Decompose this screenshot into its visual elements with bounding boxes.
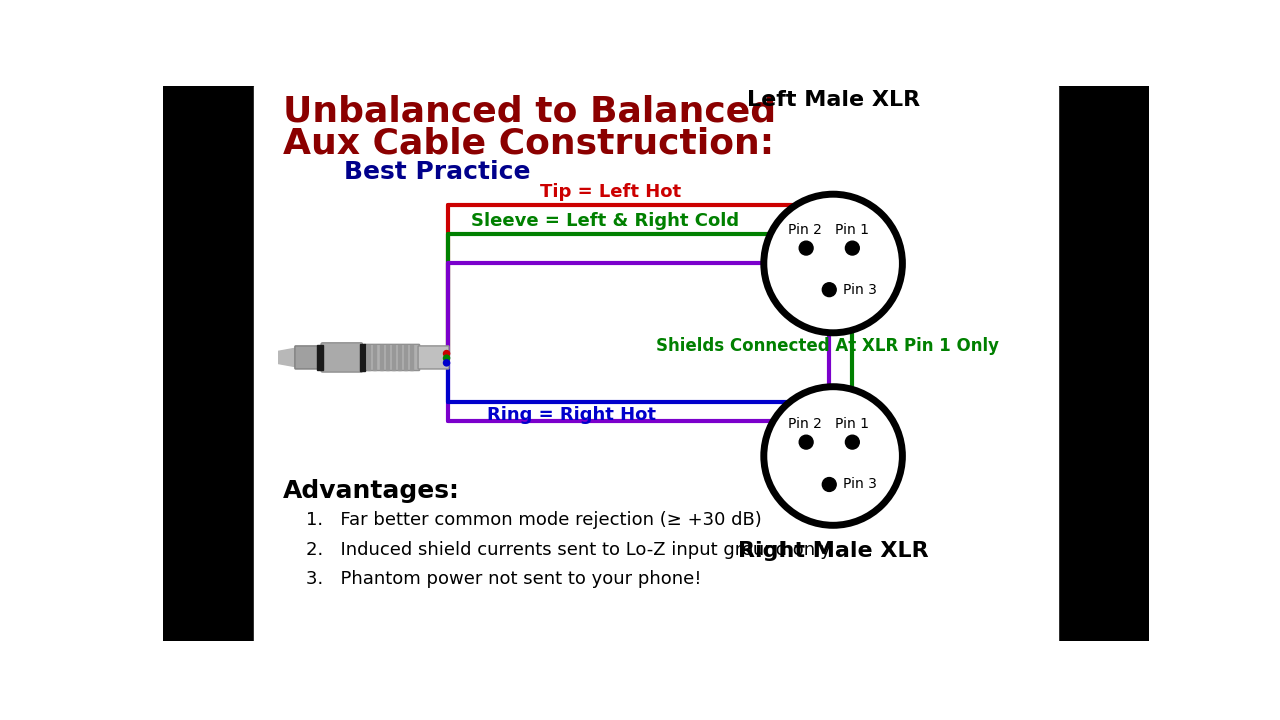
Text: Unbalanced to Balanced: Unbalanced to Balanced [283, 94, 776, 128]
Circle shape [799, 435, 813, 449]
Text: Advantages:: Advantages: [283, 479, 460, 503]
Bar [164, 86, 253, 641]
Polygon shape [279, 348, 296, 366]
Text: Pin 2: Pin 2 [787, 418, 822, 431]
Text: 1.   Far better common mode rejection (≥ +30 dB): 1. Far better common mode rejection (≥ +… [306, 511, 762, 529]
Text: Ring = Right Hot: Ring = Right Hot [486, 406, 655, 424]
Circle shape [443, 351, 449, 356]
Text: Left Male XLR: Left Male XLR [746, 90, 919, 110]
Circle shape [822, 283, 836, 297]
Text: Pin 1: Pin 1 [836, 223, 869, 238]
FancyBboxPatch shape [321, 343, 362, 372]
Circle shape [443, 360, 449, 366]
Bar [360, 344, 365, 371]
Circle shape [443, 355, 449, 361]
Bar [392, 345, 396, 370]
Circle shape [845, 241, 859, 255]
Bar [411, 345, 413, 370]
Text: Pin 1: Pin 1 [836, 418, 869, 431]
FancyBboxPatch shape [365, 344, 420, 371]
Bar [317, 345, 323, 370]
Circle shape [764, 387, 902, 526]
Bar [404, 345, 407, 370]
Text: Pin 2: Pin 2 [787, 223, 822, 238]
FancyBboxPatch shape [294, 346, 320, 369]
Text: Best Practice: Best Practice [344, 160, 531, 184]
Text: Aux Cable Construction:: Aux Cable Construction: [283, 127, 773, 161]
Text: Tip = Left Hot: Tip = Left Hot [540, 183, 682, 201]
Bar [385, 345, 389, 370]
Bar [380, 345, 383, 370]
Bar [374, 345, 376, 370]
Bar [367, 345, 370, 370]
Text: Right Male XLR: Right Male XLR [737, 541, 928, 561]
Text: 3.   Phantom power not sent to your phone!: 3. Phantom power not sent to your phone! [306, 570, 701, 588]
Text: Sleeve = Left & Right Cold: Sleeve = Left & Right Cold [471, 212, 740, 230]
Circle shape [845, 435, 859, 449]
Circle shape [799, 241, 813, 255]
Text: 2.   Induced shield currents sent to Lo-Z input ground only.: 2. Induced shield currents sent to Lo-Z … [306, 541, 833, 559]
Text: Pin 3: Pin 3 [844, 283, 877, 297]
FancyBboxPatch shape [419, 346, 449, 369]
Circle shape [822, 477, 836, 492]
Bar [253, 86, 1059, 641]
Circle shape [764, 194, 902, 333]
Bar [398, 345, 401, 370]
Text: Pin 3: Pin 3 [844, 477, 877, 492]
Text: Shields Connected At XLR Pin 1 Only: Shields Connected At XLR Pin 1 Only [657, 337, 998, 355]
Bar [1059, 86, 1149, 641]
